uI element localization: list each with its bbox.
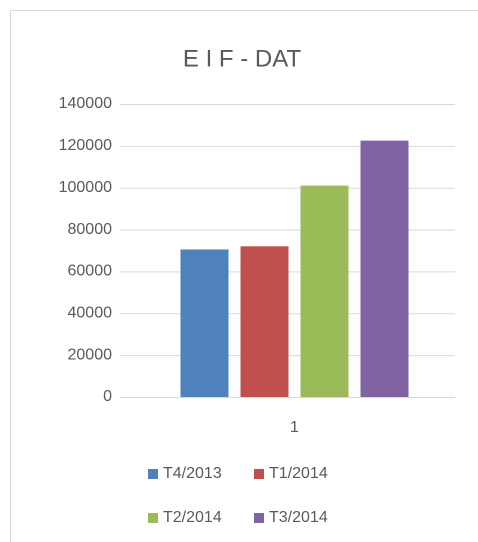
y-tick-label: 100000 — [59, 179, 112, 196]
y-tick-label: 40000 — [68, 305, 113, 322]
y-tick-label: 140000 — [59, 95, 112, 112]
y-tick-label: 120000 — [59, 137, 112, 154]
legend-label: T3/2014 — [269, 509, 328, 526]
legend-swatch — [148, 513, 158, 523]
chart-title: E I F - DAT — [183, 45, 302, 72]
legend-swatch — [148, 469, 158, 479]
y-tick-label: 20000 — [68, 346, 113, 363]
y-tick-label: 60000 — [68, 263, 113, 280]
bar — [180, 249, 229, 397]
y-tick-label: 80000 — [68, 221, 113, 238]
bar — [240, 246, 289, 397]
y-tick-label: 0 — [103, 388, 112, 405]
legend-label: T2/2014 — [163, 509, 222, 526]
bar — [360, 140, 409, 397]
bar — [300, 185, 349, 397]
legend-swatch — [254, 513, 264, 523]
x-tick-label: 1 — [290, 419, 299, 436]
legend-swatch — [254, 469, 264, 479]
legend-label: T4/2013 — [163, 465, 222, 482]
legend-label: T1/2014 — [269, 465, 328, 482]
